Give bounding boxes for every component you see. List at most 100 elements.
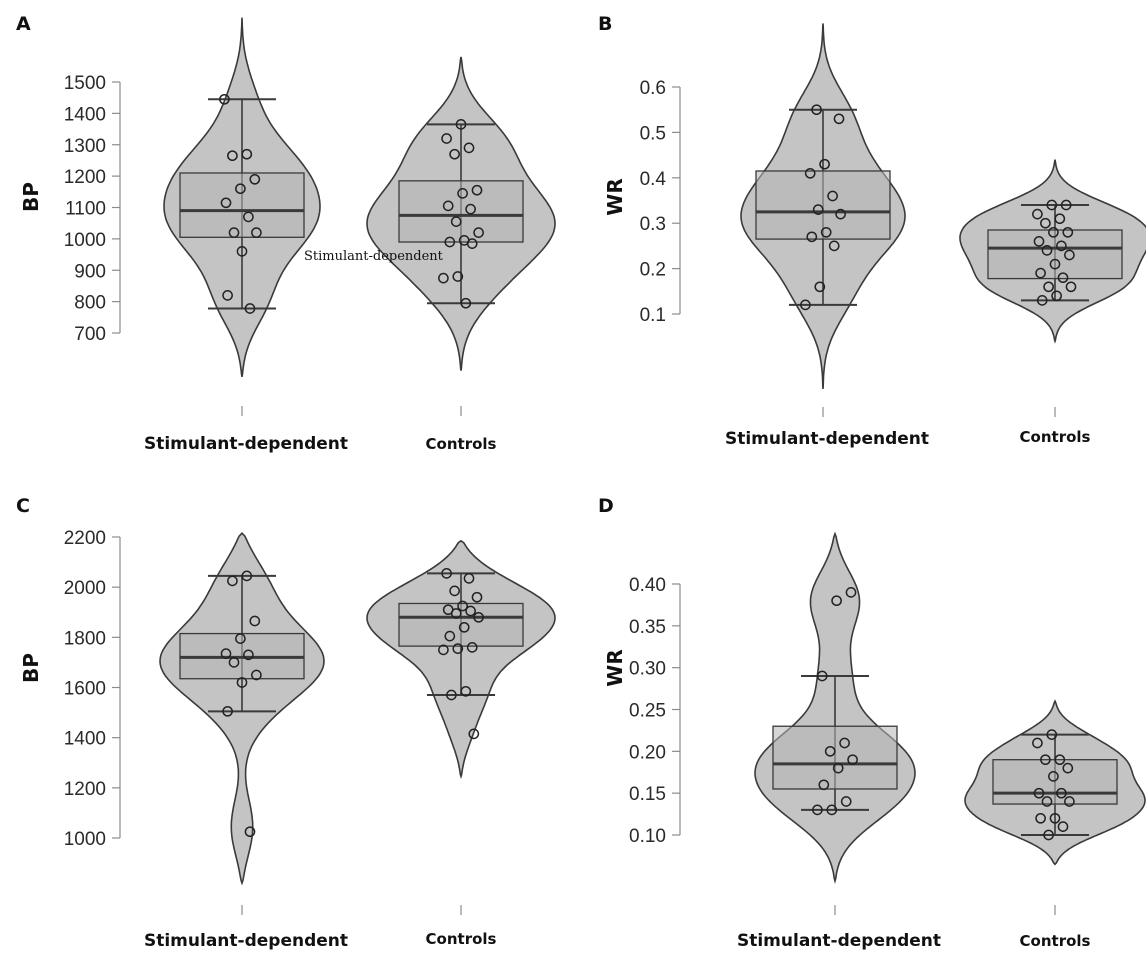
panel-a: A 700 800 900 1000 1100 1200 1300 1400 1500 BP Stim… <box>16 13 556 454</box>
data-point <box>1033 236 1045 247</box>
data-point <box>458 621 470 633</box>
data-point <box>465 203 476 215</box>
data-point <box>1040 754 1051 766</box>
data-point <box>446 689 457 701</box>
data-point <box>800 299 811 311</box>
data-point <box>845 587 857 598</box>
data-point <box>812 204 824 215</box>
data-point <box>833 113 845 125</box>
data-point <box>1049 812 1061 824</box>
data-point <box>450 216 462 227</box>
y-tick-label: 1200 <box>64 779 106 800</box>
data-point <box>832 762 844 774</box>
data-point <box>804 167 816 179</box>
group-controls: Controls <box>366 56 556 453</box>
data-point <box>471 184 483 196</box>
panel-d: D 0.10 0.15 0.20 0.25 0.30 0.35 0.40 WR Stimulant… <box>598 495 1146 951</box>
y-tick-label: 2000 <box>64 578 106 599</box>
data-point <box>839 737 850 749</box>
box-iqr <box>755 170 891 240</box>
data-point <box>1040 217 1051 229</box>
data-point <box>457 188 468 199</box>
data-point <box>220 197 232 209</box>
data-point <box>826 804 838 816</box>
y-tick-label: 0.5 <box>640 123 666 144</box>
group-stimulant-dependent: Stimulant-dependent <box>144 532 348 951</box>
data-point <box>1046 199 1058 211</box>
data-point <box>1035 812 1046 824</box>
data-point <box>251 227 262 238</box>
data-point <box>1049 258 1061 270</box>
data-point <box>1054 754 1066 766</box>
group-controls: Controls <box>959 159 1146 446</box>
data-point <box>235 633 246 644</box>
x-category-label: Stimulant-dependent <box>737 931 941 951</box>
data-point <box>1048 771 1059 782</box>
box-iqr <box>772 725 898 790</box>
panel-c: C 1000 1200 1400 1600 1800 2000 2200 BP Stimulant… <box>16 495 556 951</box>
y-tick-label: 1000 <box>64 230 106 251</box>
data-point <box>1048 226 1059 238</box>
data-point <box>473 611 484 623</box>
y-tick-label: 800 <box>74 293 106 314</box>
y-tick-label: 1800 <box>64 628 106 649</box>
y-tick-label: 900 <box>74 261 106 282</box>
data-point <box>1046 729 1058 740</box>
data-point <box>465 605 476 617</box>
box-iqr <box>992 759 1118 805</box>
data-point <box>441 568 452 579</box>
y-tick-label: 0.35 <box>629 617 666 638</box>
data-point <box>840 796 852 807</box>
data-point <box>243 649 254 661</box>
data-point <box>1043 281 1054 293</box>
data-point <box>444 236 456 248</box>
data-point <box>222 705 233 717</box>
data-point <box>811 104 822 116</box>
data-point <box>241 570 253 582</box>
x-category-label: Stimulant-dependent <box>144 434 348 454</box>
data-point <box>244 826 256 838</box>
x-category-label: Controls <box>426 930 497 948</box>
data-point <box>452 271 464 282</box>
y-tick-label: 1400 <box>64 104 106 125</box>
data-point <box>438 644 449 656</box>
panel-letter: D <box>598 495 614 517</box>
y-axis-label: WR <box>603 178 627 215</box>
y-tick-label: 700 <box>74 324 106 345</box>
box-iqr <box>179 172 305 238</box>
data-point <box>1056 787 1067 799</box>
data-point <box>438 272 449 284</box>
data-point <box>452 643 464 654</box>
y-tick-label: 0.20 <box>629 742 666 763</box>
data-point <box>827 190 838 202</box>
data-point <box>1041 796 1053 807</box>
data-point <box>468 728 480 740</box>
y-tick-label: 0.4 <box>640 169 667 190</box>
group-stimulant-dependent: Stimulant-dependent <box>737 531 941 951</box>
y-tick-label: 0.25 <box>629 701 666 722</box>
y-tick-label: 0.2 <box>640 260 666 281</box>
panel-letter: C <box>16 495 30 517</box>
y-tick-label: 1400 <box>64 729 106 750</box>
data-point <box>236 246 248 257</box>
data-point <box>1032 737 1043 749</box>
data-point <box>442 200 454 212</box>
data-point <box>449 148 460 160</box>
data-point <box>441 133 452 144</box>
data-point <box>1062 226 1074 238</box>
data-point <box>228 227 240 238</box>
data-point <box>457 600 468 612</box>
stray-annotation: Stimulant-dependent <box>304 249 444 264</box>
y-tick-label: 0.6 <box>640 78 666 99</box>
data-point <box>1035 267 1046 279</box>
data-point <box>1057 821 1069 832</box>
y-tick-label: 0.3 <box>640 214 666 235</box>
data-point <box>824 745 836 757</box>
data-point <box>460 297 472 309</box>
data-point <box>812 804 823 816</box>
group-controls: Controls <box>964 699 1146 950</box>
data-point <box>1051 290 1062 302</box>
data-point <box>455 119 467 130</box>
data-point <box>1064 249 1075 261</box>
data-point <box>220 648 232 659</box>
